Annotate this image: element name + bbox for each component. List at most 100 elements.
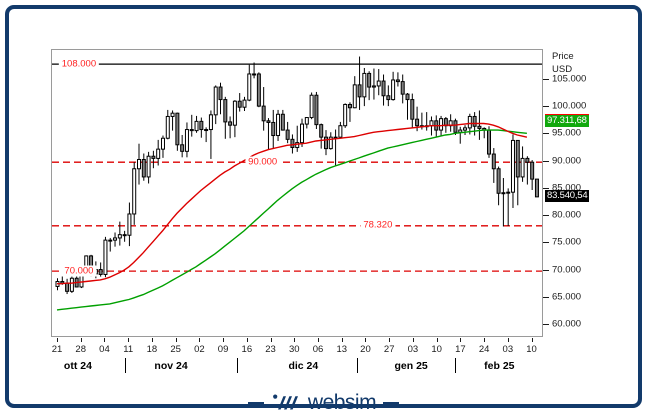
candle — [491, 148, 496, 183]
month-separator — [455, 358, 457, 373]
candlestick-svg — [52, 56, 542, 311]
month-label: nov 24 — [154, 360, 188, 372]
candle — [113, 232, 118, 247]
month-separator — [124, 358, 126, 373]
candle — [237, 93, 242, 112]
date-tick-label: 10 — [431, 344, 442, 355]
candle — [357, 56, 362, 110]
price-tick-label: 95.000 — [552, 127, 582, 139]
price-tick-mark — [543, 160, 549, 162]
candle — [395, 72, 400, 87]
price-chart-plot[interactable]: 108.000 90.000 78.320 70.000 — [51, 49, 543, 337]
date-tick-label: 18 — [146, 344, 158, 355]
candle — [343, 103, 348, 128]
date-tick-mark — [484, 338, 486, 342]
candle — [151, 150, 156, 169]
price-tick-label: 85.000 — [552, 182, 582, 194]
candle — [266, 118, 271, 150]
price-tick-mark — [543, 324, 549, 326]
price-tick-label: 105.000 — [552, 73, 587, 85]
date-tick-label: 03 — [502, 344, 514, 355]
level-label: 78.320 — [360, 219, 396, 231]
date-tick-mark — [436, 338, 438, 342]
price-tick-mark — [543, 215, 549, 217]
candle — [276, 109, 281, 141]
candle — [165, 109, 170, 140]
candle — [280, 109, 285, 131]
logo-left-dash — [247, 402, 264, 404]
price-tick-label: 75.000 — [552, 236, 582, 248]
date-tick-mark — [151, 338, 153, 342]
price-tick-label: 65.000 — [552, 291, 582, 303]
price-tick-label: 100.000 — [552, 100, 587, 112]
candle — [506, 188, 511, 226]
candle — [98, 262, 103, 277]
price-axis-title: Price — [552, 51, 574, 62]
price-tick-label: 80.000 — [552, 209, 582, 221]
chart-window: 108.000 90.000 78.320 70.000 Price USD 105.… — [5, 5, 643, 414]
level-label: 90.000 — [245, 156, 281, 168]
date-tick-mark — [57, 338, 58, 342]
date-tick-label: 21 — [51, 344, 63, 355]
price-tick-mark — [543, 187, 549, 189]
candle — [194, 115, 199, 133]
date-tick-label: 27 — [383, 344, 395, 355]
candle — [448, 114, 453, 132]
candle — [376, 69, 381, 96]
date-tick-label: 20 — [360, 344, 371, 355]
date-tick-mark — [412, 338, 414, 342]
date-tick-mark — [104, 338, 106, 342]
date-tick-label: 17 — [455, 344, 466, 355]
date-tick-mark — [507, 338, 509, 342]
price-axis[interactable]: Price USD 105.000 100.000 95.000 90.000 85.0… — [543, 49, 643, 349]
date-tick-mark — [365, 338, 367, 342]
date-tick-label: 04 — [99, 344, 110, 355]
level-label: 108.000 — [58, 58, 100, 70]
candle — [530, 160, 535, 191]
candle — [223, 96, 228, 139]
candle — [103, 236, 108, 278]
candle — [371, 68, 376, 100]
candle — [252, 62, 257, 79]
month-label: gen 25 — [394, 360, 428, 372]
websim-logo: websim — [9, 387, 638, 419]
candle — [367, 71, 372, 101]
candle — [458, 126, 463, 144]
candle — [386, 85, 391, 107]
price-tick-mark — [543, 133, 549, 135]
candle — [271, 109, 276, 149]
websim-wordmark: websim — [307, 391, 377, 414]
month-label: feb 25 — [484, 360, 515, 372]
candle — [410, 93, 415, 128]
candle — [189, 114, 194, 137]
candle — [314, 91, 319, 129]
bid-price-badge[interactable]: 97.311,68 — [545, 114, 589, 127]
candle — [175, 112, 180, 151]
date-tick-label: 30 — [288, 344, 300, 355]
candle — [228, 116, 233, 139]
date-tick-label: 23 — [265, 344, 276, 355]
logo-right-dash — [383, 402, 400, 404]
date-tick-mark — [460, 338, 462, 342]
date-tick-mark — [389, 338, 391, 342]
candle — [424, 112, 429, 131]
price-axis-currency: USD — [552, 64, 573, 75]
date-tick-label: 25 — [170, 344, 181, 355]
date-axis[interactable]: 21 28 04 11 18 25 02 09 16 23 30 06 13 20 27 03 10 17 24 03… — [51, 338, 551, 386]
date-tick-mark — [128, 338, 130, 342]
last-price-badge[interactable]: 83.540,54 — [545, 189, 590, 202]
candle — [328, 132, 333, 150]
candle — [381, 74, 386, 106]
candle — [496, 166, 501, 206]
date-tick-label: 03 — [407, 344, 419, 355]
candle — [477, 110, 482, 140]
month-separator — [357, 358, 359, 373]
candle — [347, 102, 352, 122]
candle — [515, 139, 520, 206]
candle — [170, 110, 175, 131]
candle — [391, 71, 396, 101]
date-tick-mark — [199, 338, 201, 342]
candle — [213, 85, 218, 125]
candle — [534, 178, 539, 198]
price-tick-label: 90.000 — [552, 155, 582, 167]
